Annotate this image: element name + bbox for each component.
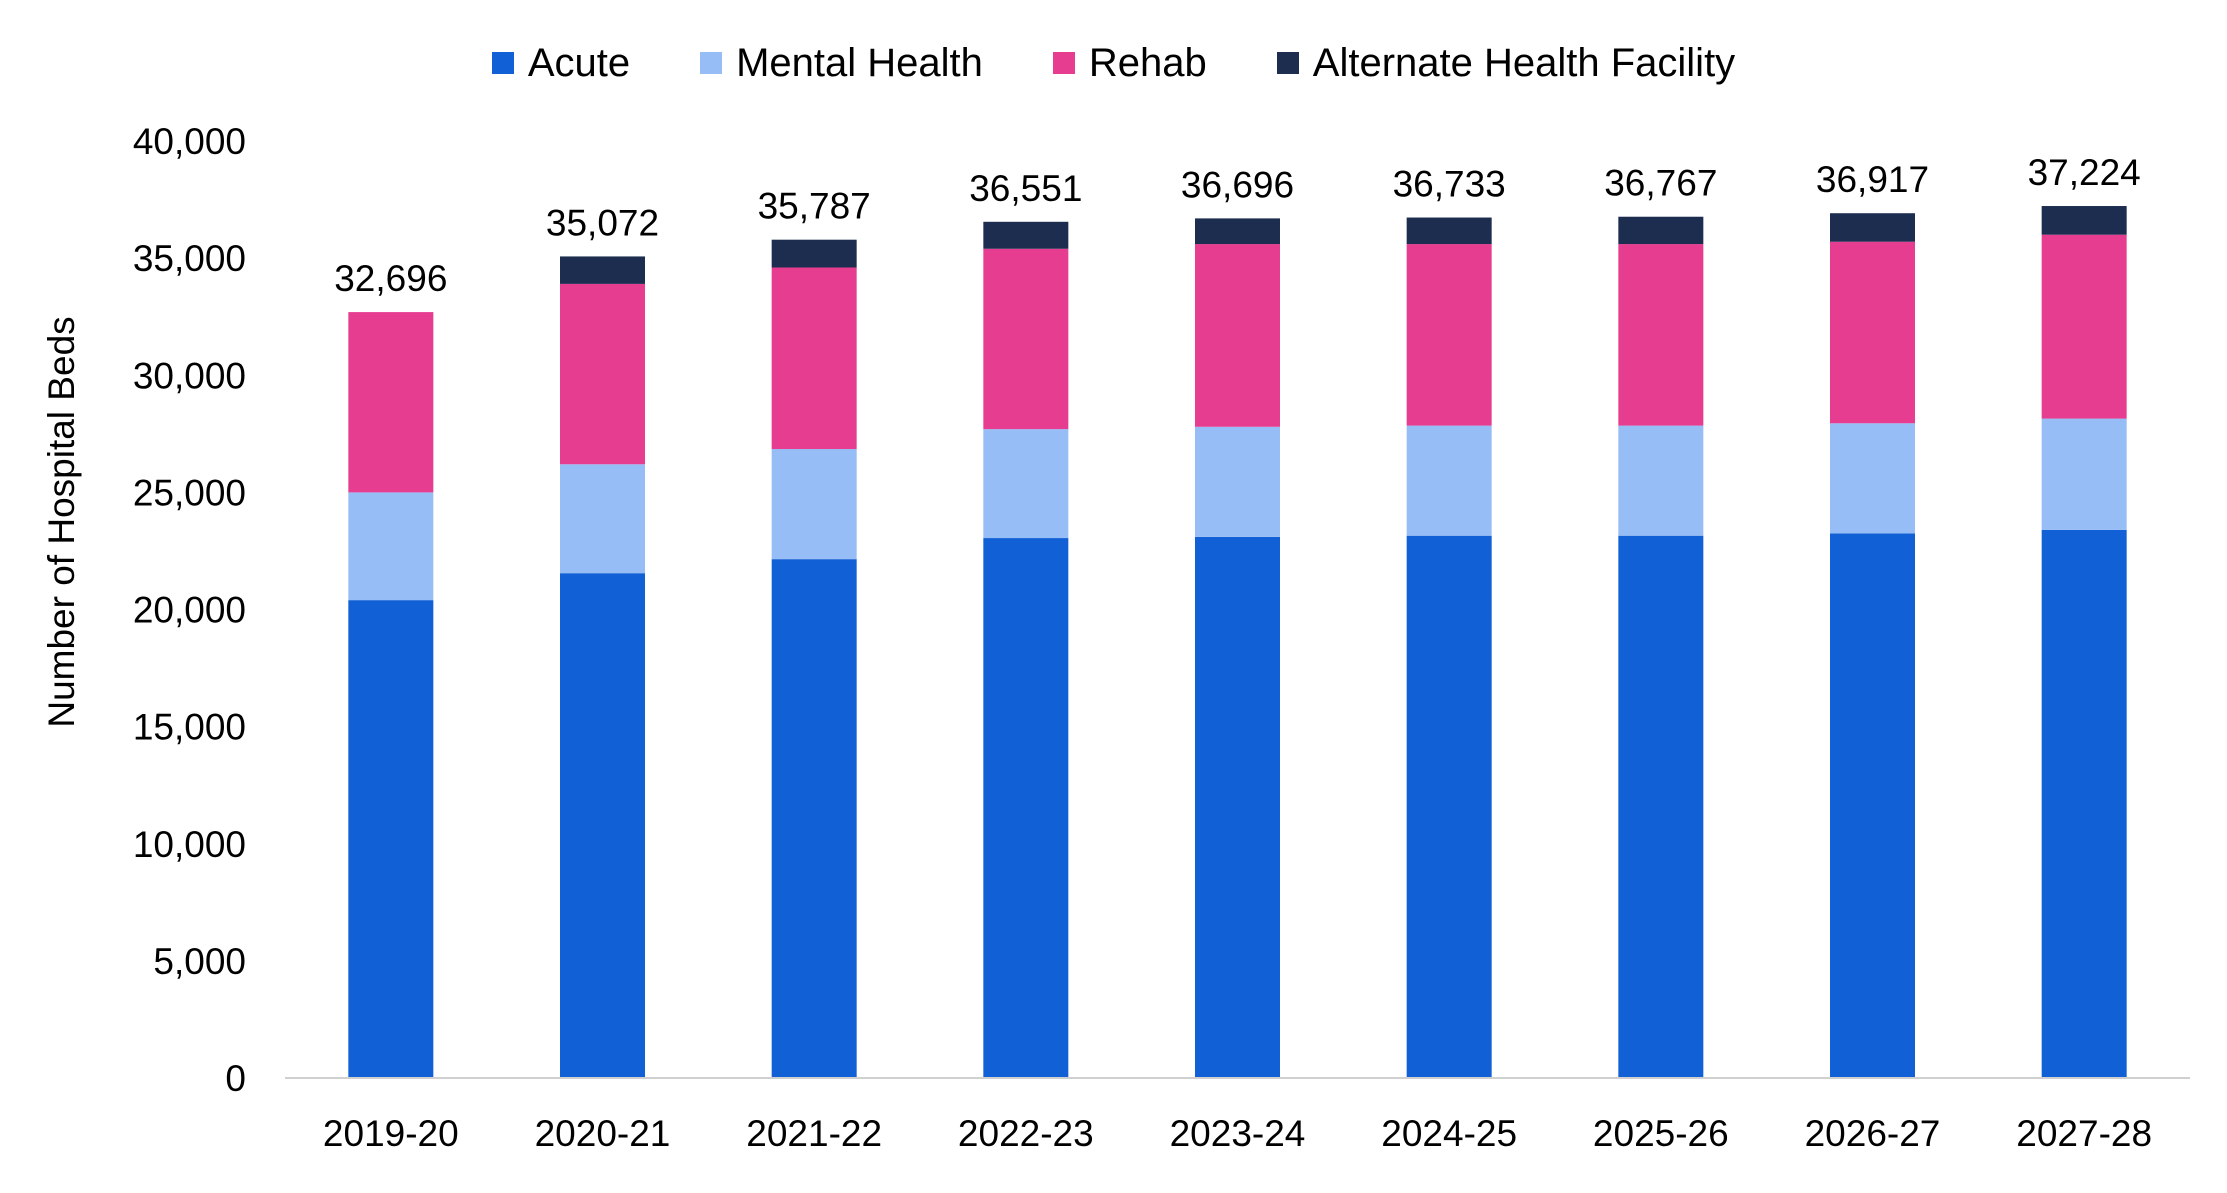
bar-segment-rehab xyxy=(1406,244,1492,426)
legend-item-acute: Acute xyxy=(491,40,631,86)
bar-segment-alternate-health-facility xyxy=(1830,213,1915,242)
bars-layer xyxy=(348,206,2127,1078)
x-tick-label: 2022-23 xyxy=(958,1113,1094,1154)
bar-segment-alternate-health-facility xyxy=(560,256,645,284)
bar-segment-rehab xyxy=(560,283,645,465)
y-tick-label: 5,000 xyxy=(153,941,246,982)
bar-segment-acute xyxy=(2041,529,2127,1078)
bar-segment-mental-health xyxy=(1406,425,1492,536)
y-tick-label: 15,000 xyxy=(133,707,246,748)
y-ticks-layer: 0 5,000 10,000 15,000 20,000 25,000 30,000 35,0… xyxy=(133,121,246,1099)
bar-segment-acute xyxy=(348,600,434,1078)
bar-segment-mental-health xyxy=(771,449,857,560)
bar-segment-acute xyxy=(771,559,857,1078)
bar-segment-alternate-health-facility xyxy=(1195,218,1280,245)
bar-segment-acute xyxy=(1618,535,1704,1078)
bar-segment-mental-health xyxy=(1618,425,1704,536)
bar-segment-rehab xyxy=(1830,241,1915,424)
bar-segment-alternate-health-facility xyxy=(983,221,1069,249)
total-labels-layer: 32,696 35,072 35,787 36,551 36,696 36,733 36,7… xyxy=(334,152,2141,299)
bar-segment-acute xyxy=(983,538,1069,1078)
bar-segment-rehab xyxy=(983,248,1069,430)
bar-segment-mental-health xyxy=(2041,418,2127,530)
bar-total-label: 36,551 xyxy=(969,168,1082,209)
bar-segment-acute xyxy=(1406,535,1492,1078)
x-tick-label: 2024-25 xyxy=(1381,1113,1517,1154)
legend-label-rehab: Rehab xyxy=(1088,40,1207,85)
bar-total-label: 36,733 xyxy=(1393,164,1506,205)
bar-segment-rehab xyxy=(1195,244,1280,427)
bar-segment-acute xyxy=(1830,533,1915,1078)
y-tick-label: 0 xyxy=(225,1058,246,1099)
x-tick-label: 2025-26 xyxy=(1593,1113,1729,1154)
legend-label-mental-health: Mental Health xyxy=(736,40,983,85)
bar-segment-alternate-health-facility xyxy=(2041,206,2127,235)
x-tick-label: 2023-24 xyxy=(1170,1113,1306,1154)
bar-segment-acute xyxy=(560,573,645,1078)
y-axis-title: Number of Hospital Beds xyxy=(41,316,82,727)
y-tick-label: 10,000 xyxy=(133,824,246,865)
x-tick-label: 2020-21 xyxy=(535,1113,671,1154)
bar-segment-acute xyxy=(1195,536,1280,1078)
x-tick-label: 2027-28 xyxy=(2016,1113,2152,1154)
y-tick-label: 35,000 xyxy=(133,238,246,279)
y-tick-label: 20,000 xyxy=(133,590,246,631)
legend-swatch-alternate-health-facility xyxy=(1276,52,1299,74)
bar-segment-alternate-health-facility xyxy=(1406,217,1492,245)
legend-item-rehab: Rehab xyxy=(1052,40,1207,86)
x-tick-label: 2021-22 xyxy=(746,1113,882,1154)
bar-segment-rehab xyxy=(348,312,434,493)
bar-total-label: 35,787 xyxy=(758,186,871,227)
x-tick-label: 2019-20 xyxy=(323,1113,459,1154)
bar-segment-mental-health xyxy=(1195,426,1280,537)
legend-item-alternate-health-facility: Alternate Health Facility xyxy=(1276,40,1736,86)
bar-segment-alternate-health-facility xyxy=(1618,216,1704,245)
y-tick-label: 30,000 xyxy=(133,355,246,396)
bar-segment-rehab xyxy=(1618,244,1704,426)
bar-segment-rehab xyxy=(2041,234,2127,419)
bar-total-label: 36,767 xyxy=(1604,163,1717,204)
bar-segment-mental-health xyxy=(983,429,1069,539)
bar-total-label: 36,917 xyxy=(1816,159,1929,200)
bar-segment-alternate-health-facility xyxy=(771,239,857,268)
bar-segment-rehab xyxy=(771,267,857,450)
legend-swatch-rehab xyxy=(1052,52,1075,74)
legend-swatch-acute xyxy=(491,52,514,74)
legend-item-mental-health: Mental Health xyxy=(700,41,983,86)
x-tick-label: 2026-27 xyxy=(1805,1113,1941,1154)
bar-total-label: 35,072 xyxy=(546,202,659,243)
bar-segment-mental-health xyxy=(348,492,434,601)
x-ticks-layer: 2019-20 2020-21 2021-22 2022-23 2023-24 2024-… xyxy=(323,1113,2152,1154)
bar-segment-mental-health xyxy=(1830,423,1915,534)
legend-label-alternate-health-facility: Alternate Health Facility xyxy=(1312,40,1736,85)
y-tick-label: 40,000 xyxy=(133,121,246,162)
legend-swatch-mental-health xyxy=(700,52,723,74)
bar-segment-mental-health xyxy=(560,464,645,574)
bar-total-label: 37,224 xyxy=(2028,152,2141,193)
bar-total-label: 32,696 xyxy=(334,258,447,299)
chart-legend: Acute Mental Health Rehab Alternate Heal… xyxy=(0,38,2227,88)
legend-label-acute: Acute xyxy=(527,40,631,85)
bar-total-label: 36,696 xyxy=(1181,164,1294,205)
y-tick-label: 25,000 xyxy=(133,472,246,513)
